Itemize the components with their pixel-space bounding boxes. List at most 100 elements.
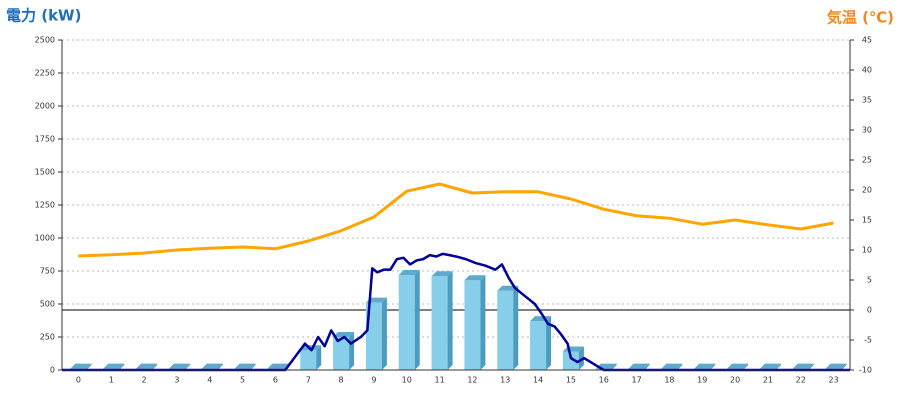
bar-top bbox=[727, 363, 749, 369]
bar-top bbox=[628, 363, 650, 369]
x-tick-label: 15 bbox=[566, 376, 576, 385]
line bbox=[62, 252, 850, 372]
bar-top bbox=[267, 363, 289, 369]
bar-front bbox=[398, 274, 415, 370]
bar-top bbox=[464, 275, 486, 281]
x-tick-label: 12 bbox=[467, 376, 477, 385]
bar-side bbox=[414, 269, 420, 370]
y-tick-label: 2500 bbox=[35, 36, 55, 45]
x-tick-label: 3 bbox=[174, 376, 179, 385]
y-tick-label: 2000 bbox=[35, 102, 55, 111]
y2-tick-label: 35 bbox=[862, 96, 872, 105]
bar-front bbox=[333, 337, 350, 370]
bar-top bbox=[661, 363, 683, 369]
bar-side bbox=[119, 363, 125, 370]
y2-tick-label: 15 bbox=[862, 216, 872, 225]
bar-side bbox=[283, 363, 289, 370]
x-tick-label: 8 bbox=[339, 376, 344, 385]
y-tick-label: 250 bbox=[40, 333, 55, 342]
y2-axis-title: 気温 (℃) bbox=[827, 9, 894, 27]
bar-top bbox=[694, 363, 716, 369]
bar-side bbox=[841, 363, 847, 370]
bar-top bbox=[201, 363, 223, 369]
y2-tick-label: 10 bbox=[862, 246, 872, 255]
bar-side bbox=[349, 332, 355, 370]
x-tick-label: 2 bbox=[142, 376, 147, 385]
y2-tick-label: 0 bbox=[867, 306, 872, 315]
x-tick-label: 0 bbox=[76, 376, 81, 385]
y-tick-label: 1250 bbox=[35, 201, 55, 210]
bar-front bbox=[562, 351, 579, 370]
bar-top bbox=[70, 363, 92, 369]
bar-side bbox=[644, 363, 650, 370]
bar-top bbox=[398, 269, 420, 275]
bar-top bbox=[103, 363, 125, 369]
bar-top bbox=[168, 363, 190, 369]
y2-tick-label: 5 bbox=[867, 276, 872, 285]
bar-front bbox=[464, 280, 481, 370]
bar-side bbox=[546, 316, 552, 370]
bar-side bbox=[743, 363, 749, 370]
y2-tick-label: -5 bbox=[864, 336, 872, 345]
bar-side bbox=[250, 363, 256, 370]
x-tick-label: 10 bbox=[402, 376, 412, 385]
bar-side bbox=[184, 363, 190, 370]
y-axis-title: 電力 (kW) bbox=[6, 7, 81, 25]
y-tick-label: 1000 bbox=[35, 234, 55, 243]
bar-top bbox=[759, 363, 781, 369]
x-tick-label: 6 bbox=[273, 376, 278, 385]
bar-front bbox=[365, 302, 382, 370]
x-tick-label: 17 bbox=[631, 376, 641, 385]
bar-side bbox=[316, 345, 322, 370]
bar-front bbox=[530, 321, 547, 370]
bar-side bbox=[513, 285, 519, 370]
bar-top bbox=[365, 297, 387, 303]
bar-side bbox=[381, 297, 387, 370]
x-tick-label: 7 bbox=[306, 376, 311, 385]
x-tick-label: 9 bbox=[371, 376, 376, 385]
x-tick-label: 16 bbox=[599, 376, 609, 385]
bar-side bbox=[152, 363, 158, 370]
y2-tick-label: 20 bbox=[862, 186, 872, 195]
x-tick-label: 1 bbox=[109, 376, 114, 385]
bar-side bbox=[447, 271, 453, 370]
y-tick-label: 750 bbox=[40, 267, 55, 276]
y-tick-label: 1750 bbox=[35, 135, 55, 144]
x-tick-label: 11 bbox=[434, 376, 444, 385]
bar-side bbox=[775, 363, 781, 370]
bar-side bbox=[480, 275, 486, 370]
y-tick-label: 500 bbox=[40, 300, 55, 309]
x-tick-label: 22 bbox=[796, 376, 806, 385]
y-tick-label: 2250 bbox=[35, 69, 55, 78]
bar-top bbox=[792, 363, 814, 369]
bar-top bbox=[234, 363, 256, 369]
bar-side bbox=[611, 363, 617, 370]
bar-side bbox=[677, 363, 683, 370]
x-tick-label: 20 bbox=[730, 376, 740, 385]
x-tick-label: 5 bbox=[240, 376, 245, 385]
x-tick-label: 23 bbox=[828, 376, 838, 385]
x-tick-label: 13 bbox=[500, 376, 510, 385]
bar-top bbox=[825, 363, 847, 369]
bar-side bbox=[86, 363, 92, 370]
x-tick-label: 14 bbox=[533, 376, 543, 385]
bar-top bbox=[136, 363, 158, 369]
x-tick-label: 18 bbox=[664, 376, 674, 385]
bar-front bbox=[497, 290, 514, 370]
y2-tick-label: -10 bbox=[859, 366, 872, 375]
x-tick-label: 21 bbox=[763, 376, 773, 385]
y-tick-label: 1500 bbox=[35, 168, 55, 177]
y2-tick-label: 40 bbox=[862, 66, 872, 75]
bar-side bbox=[217, 363, 223, 370]
bar-side bbox=[710, 363, 716, 370]
y2-tick-label: 25 bbox=[862, 156, 872, 165]
y2-tick-label: 45 bbox=[862, 36, 872, 45]
y-tick-label: 0 bbox=[50, 366, 55, 375]
x-tick-label: 19 bbox=[697, 376, 707, 385]
y2-tick-label: 30 bbox=[862, 126, 872, 135]
bar-top bbox=[431, 271, 453, 277]
x-tick-label: 4 bbox=[207, 376, 212, 385]
line bbox=[78, 182, 834, 258]
bar-side bbox=[808, 363, 814, 370]
